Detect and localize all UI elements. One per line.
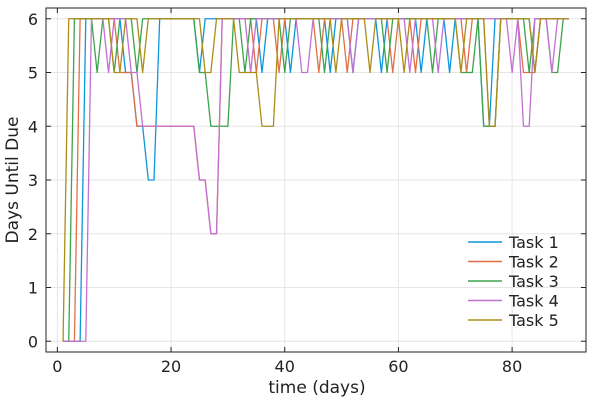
x-axis-label: time (days): [268, 378, 365, 398]
x-tick-label: 40: [275, 357, 295, 376]
legend-label-task-3: Task 3: [508, 272, 559, 291]
x-tick-label: 80: [502, 357, 522, 376]
tick-layer: 0 20 40 60 80 0 1 2 3 4 5 6: [28, 8, 586, 376]
y-axis-label: Days Until Due: [3, 117, 23, 244]
y-tick-label: 1: [28, 279, 38, 298]
y-tick-label: 2: [28, 225, 38, 244]
legend-label-task-2: Task 2: [508, 253, 559, 272]
y-tick-label: 4: [28, 117, 38, 136]
legend-label-task-1: Task 1: [508, 233, 559, 252]
x-tick-label: 60: [388, 357, 408, 376]
series-line-task-5: [62, 18, 569, 342]
y-tick-label: 3: [28, 171, 38, 190]
grid-layer: [46, 8, 586, 352]
y-tick-label: 6: [28, 10, 38, 29]
series-layer: [62, 18, 569, 342]
series-line-task-4: [63, 18, 569, 342]
legend-label-task-5: Task 5: [508, 311, 559, 330]
x-tick-label: 20: [161, 357, 181, 376]
y-tick-label: 0: [28, 332, 38, 351]
x-tick-label: 0: [52, 357, 62, 376]
y-tick-label: 5: [28, 64, 38, 83]
legend-label-task-4: Task 4: [508, 292, 559, 311]
